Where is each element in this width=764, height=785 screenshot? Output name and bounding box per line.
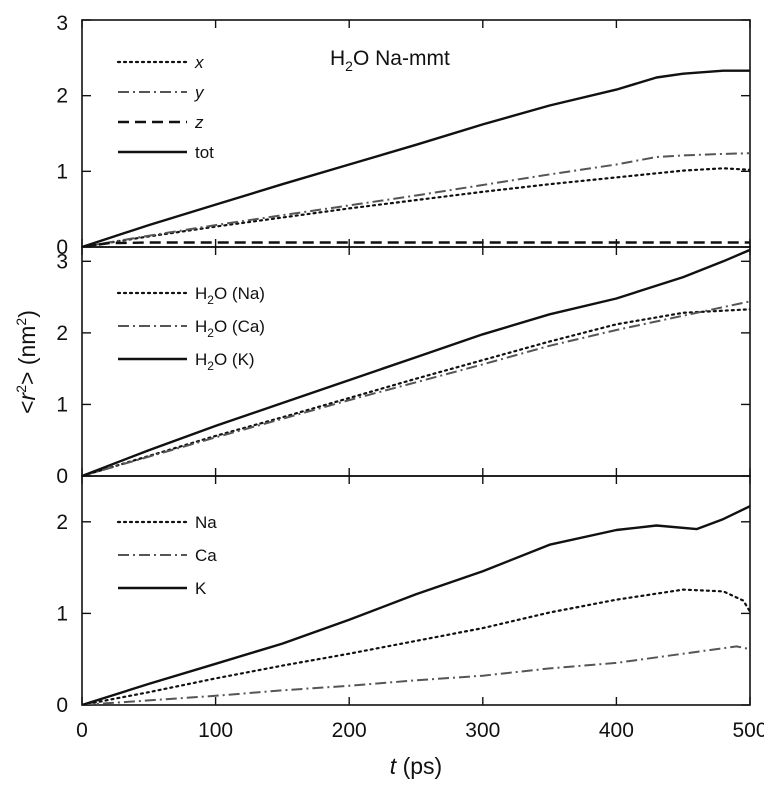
legend-label: Na xyxy=(195,513,217,532)
panel-top: 0 1 2 3 xyz tot H2O Na-mmt xyxy=(56,12,751,259)
legend-label: H2O (Na) xyxy=(195,284,265,307)
series-line-na xyxy=(82,588,750,705)
series-line-h2o-ca xyxy=(82,300,750,476)
series-line-ca xyxy=(82,645,750,705)
x-axis-tick-labels: 0 100 200 300 400 500 xyxy=(76,719,764,742)
series-line-z xyxy=(82,241,750,247)
y-tick-label: 2 xyxy=(56,85,68,108)
series-line-x xyxy=(82,167,750,247)
legend-label: tot xyxy=(195,143,214,162)
legend-label: x xyxy=(194,53,204,72)
y-tick-label: 2 xyxy=(56,511,68,534)
y-tick-label: 3 xyxy=(56,12,68,35)
y-tick-label: 0 xyxy=(56,694,68,717)
x-tick-label: 100 xyxy=(198,719,233,742)
x-tick-label: 200 xyxy=(332,719,367,742)
legend-label: K xyxy=(195,579,207,598)
x-tick-label: 300 xyxy=(465,719,500,742)
panel-middle: 0 1 2 3 H2O (Na) H2O (Ca) H2O (K) xyxy=(56,246,751,488)
legend-label: Ca xyxy=(195,546,217,565)
legend-label: z xyxy=(194,113,204,132)
panel-bottom: 0 1 2 Na Ca K xyxy=(56,475,751,717)
panel-frame xyxy=(81,246,751,477)
x-tick-label: 400 xyxy=(599,719,634,742)
legend-label: H2O (Ca) xyxy=(195,317,265,340)
panel-annotation: H2O Na-mmt xyxy=(330,47,450,74)
x-tick-label: 500 xyxy=(732,719,764,742)
panel-frame xyxy=(81,475,751,706)
panels: 0 1 2 3 xyz tot H2O Na-mmt 0 1 2 3 H2O (Na) H2O (Ca)… xyxy=(56,12,751,717)
series-line-h2o-na xyxy=(82,308,750,476)
series-line-k xyxy=(82,505,750,705)
x-tick-label: 0 xyxy=(76,719,88,742)
y-tick-label: 1 xyxy=(56,393,68,416)
series-line-h2o-k xyxy=(82,248,750,476)
y-tick-label: 2 xyxy=(56,322,68,345)
legend: xyz tot xyxy=(116,53,214,162)
y-tick-label: 1 xyxy=(56,602,68,625)
y-tick-label: 3 xyxy=(56,250,68,273)
legend: H2O (Na) H2O (Ca) H2O (K) xyxy=(116,284,265,373)
y-tick-label: 0 xyxy=(56,236,68,259)
legend-label: y xyxy=(194,83,205,102)
x-axis-title: t (ps) xyxy=(390,753,442,779)
y-axis-title: <r2> (nm2) xyxy=(13,310,40,414)
y-tick-label: 1 xyxy=(56,160,68,183)
series-line-tot xyxy=(82,69,750,247)
legend-label: H2O (K) xyxy=(195,350,255,373)
legend: Na Ca K xyxy=(116,513,217,598)
y-tick-label: 0 xyxy=(56,465,68,488)
series-line-y xyxy=(82,152,750,247)
